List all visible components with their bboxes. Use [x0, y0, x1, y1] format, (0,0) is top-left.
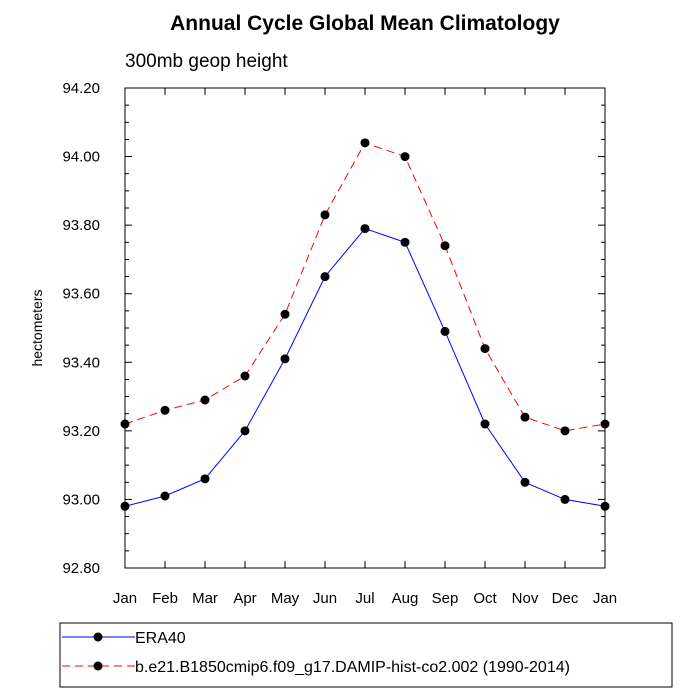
- plot-frame: [124, 87, 606, 569]
- series-1-point: [360, 138, 370, 148]
- x-tick-label: May: [271, 590, 300, 607]
- series-0-point: [120, 501, 130, 511]
- y-tick-label: 93.00: [62, 491, 100, 508]
- series-0-point: [480, 419, 490, 429]
- x-tick-label: Aug: [392, 590, 419, 607]
- series-1-point: [560, 426, 570, 436]
- series-0-point: [240, 426, 250, 436]
- series-layer: [120, 138, 610, 511]
- x-tick-label: Sep: [432, 590, 459, 607]
- x-tick-label: Jan: [113, 590, 137, 607]
- legend-label-model: b.e21.B1850cmip6.f09_g17.DAMIP-hist-co2.…: [135, 659, 570, 676]
- series-0-point: [320, 272, 330, 282]
- x-tick-label: Dec: [552, 590, 579, 607]
- y-tick-label: 94.00: [62, 149, 100, 166]
- series-1-point: [280, 309, 290, 319]
- x-tick-label: Feb: [152, 590, 178, 607]
- legend-marker-era40: [93, 632, 103, 642]
- x-tick-label: Oct: [473, 590, 497, 607]
- series-1-point: [120, 419, 130, 429]
- series-0-point: [600, 501, 610, 511]
- series-line-0: [124, 227, 606, 507]
- series-0-point: [560, 494, 570, 504]
- legend-box: [59, 622, 673, 688]
- chart-title: Annual Cycle Global Mean Climatology: [170, 12, 560, 35]
- series-1-point: [240, 371, 250, 381]
- series-0-point: [520, 477, 530, 487]
- y-tick-label: 94.20: [62, 80, 100, 97]
- legend: ERA40 b.e21.B1850cmip6.f09_g17.DAMIP-his…: [59, 622, 673, 688]
- x-tick-label: Jul: [355, 590, 374, 607]
- series-1-point: [520, 412, 530, 422]
- series-0-point: [280, 354, 290, 364]
- series-0-point: [200, 474, 210, 484]
- x-tick-label: Nov: [512, 590, 539, 607]
- x-tick-label: Jun: [313, 590, 337, 607]
- y-tick-label: 93.60: [62, 286, 100, 303]
- series-0-point: [160, 491, 170, 501]
- legend-label-era40: ERA40: [135, 630, 186, 647]
- series-1-point: [600, 419, 610, 429]
- y-tick-label: 93.20: [62, 423, 100, 440]
- series-1-point: [320, 210, 330, 220]
- series-1-point: [480, 344, 490, 354]
- series-line-1: [124, 142, 606, 432]
- x-tick-label: Jan: [593, 590, 617, 607]
- series-0-point: [360, 224, 370, 234]
- x-axis: Jan Feb Mar Apr May Jun Jul Aug Sep Oct Nov Dec Jan: [113, 88, 617, 607]
- y-tick-label: 92.80: [62, 560, 100, 577]
- series-1-point: [200, 395, 210, 405]
- chart-subtitle: 300mb geop height: [125, 51, 288, 72]
- y-axis-label: hectometers: [29, 289, 45, 366]
- x-tick-label: Apr: [233, 590, 256, 607]
- y-tick-label: 93.40: [62, 354, 100, 371]
- legend-marker-model: [93, 661, 103, 671]
- series-0-point: [400, 237, 410, 247]
- x-tick-label: Mar: [192, 590, 218, 607]
- y-tick-label: 93.80: [62, 217, 100, 234]
- series-1-point: [400, 152, 410, 162]
- series-0-point: [440, 326, 450, 336]
- y-axis: 92.80 93.00 93.20 93.40 93.60 93.80 94.00 94.20: [62, 80, 605, 577]
- series-1-point: [440, 241, 450, 251]
- series-1-point: [160, 405, 170, 415]
